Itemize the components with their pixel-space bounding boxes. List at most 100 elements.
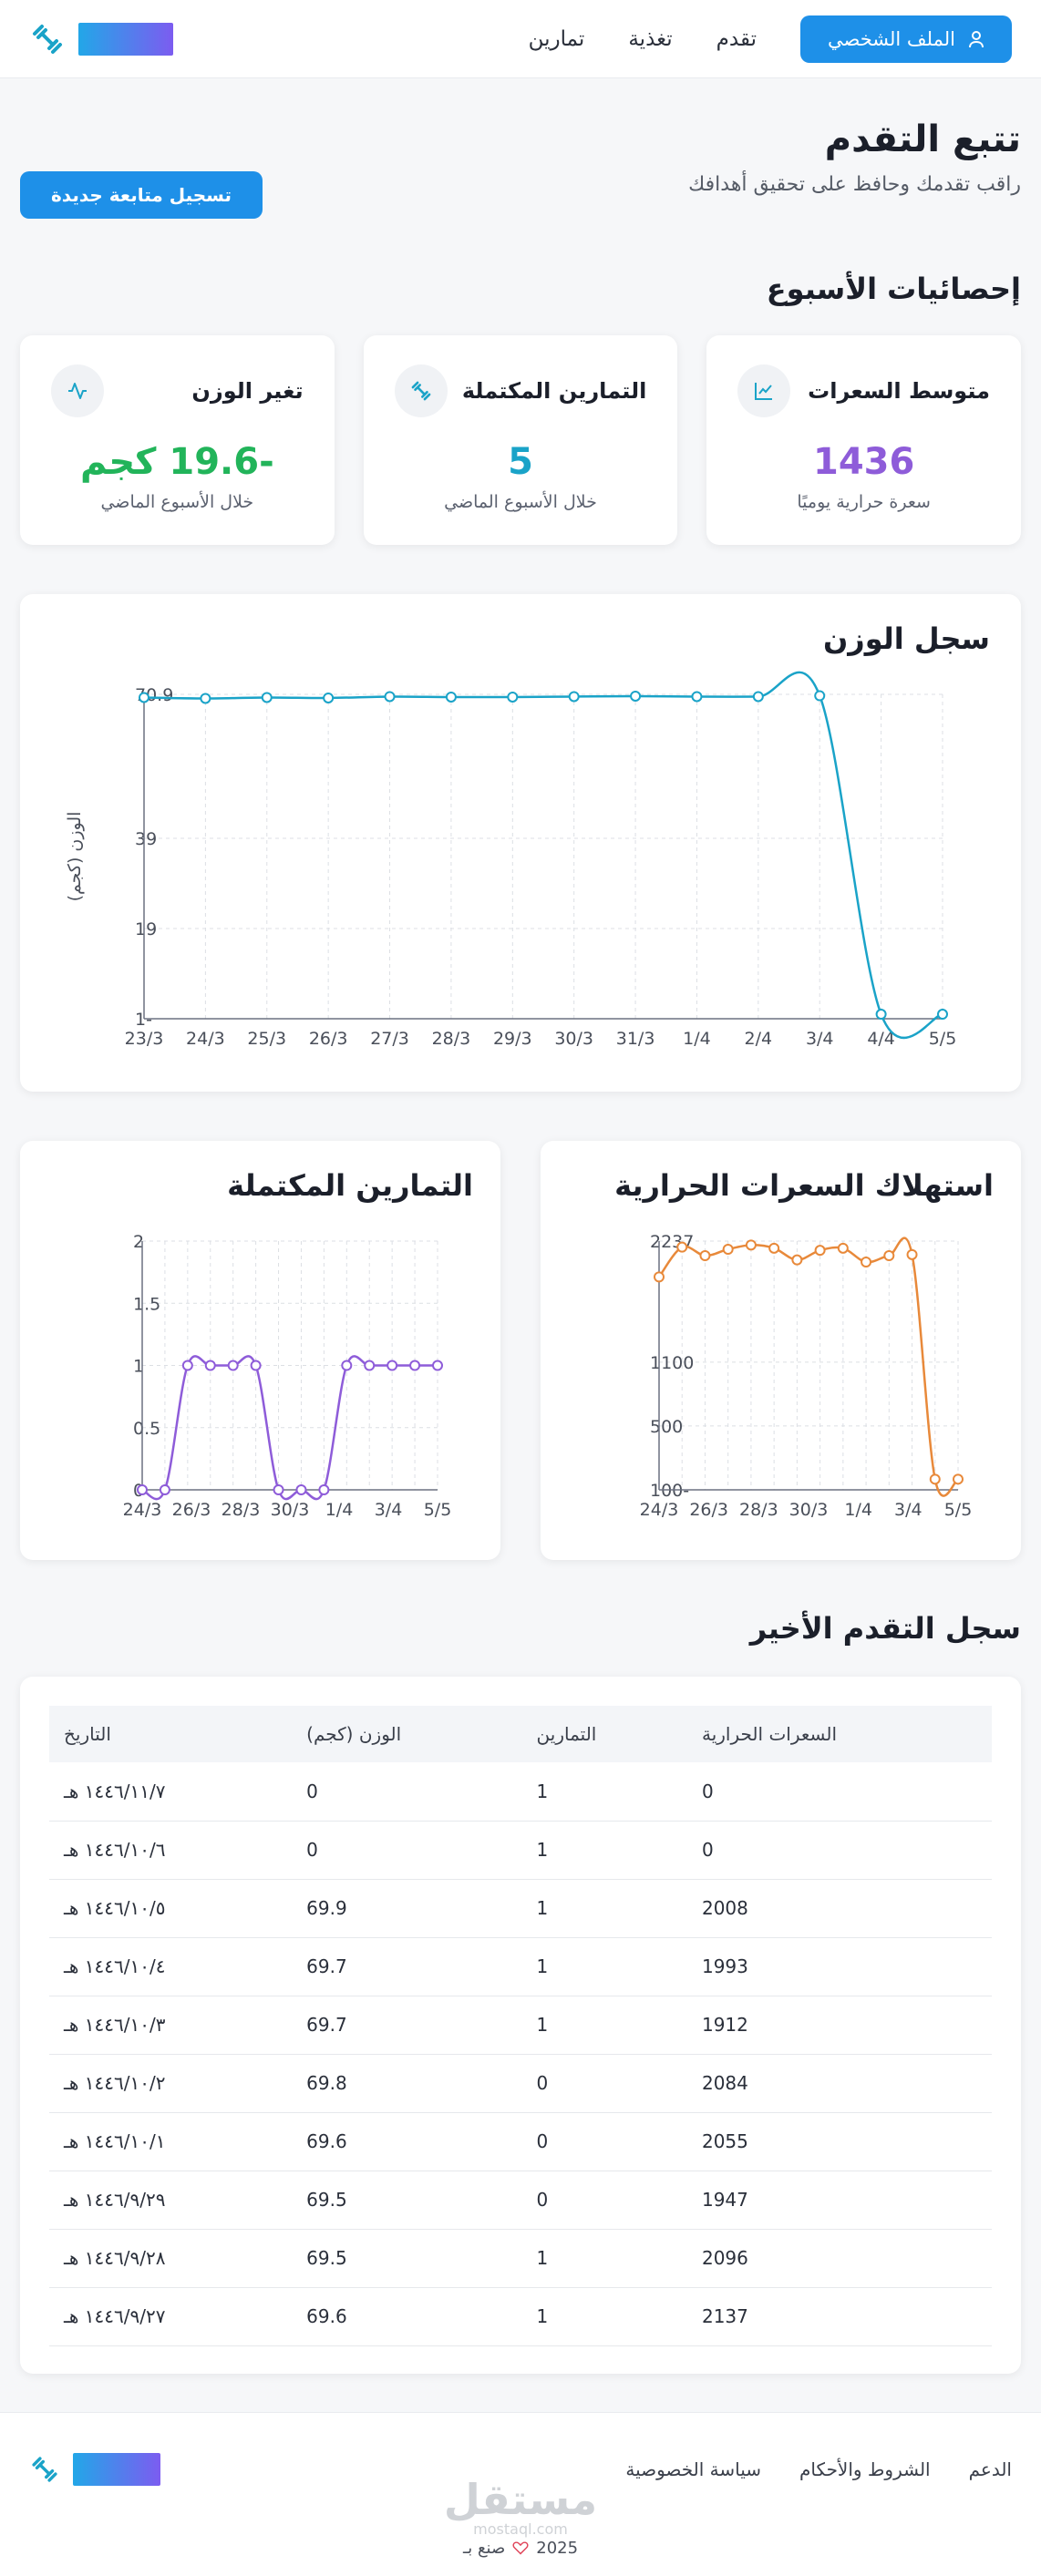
y-tick-label: 500 — [650, 1417, 683, 1437]
y-tick-label: 0.5 — [133, 1419, 160, 1439]
data-point — [722, 1243, 734, 1255]
history-card: السعرات الحرارية التمارين الوزن (كجم) ال… — [20, 1677, 1021, 2374]
x-tick-label: 25/3 — [247, 1029, 286, 1049]
cell-calories: 0 — [686, 1762, 992, 1822]
x-tick-label: 2/4 — [745, 1029, 773, 1049]
col-workouts: التمارين — [536, 1723, 597, 1745]
data-point — [323, 692, 335, 703]
weekly-stats-title: إحصائيات الأسبوع — [766, 272, 1021, 306]
cell-calories: 2137 — [686, 2287, 992, 2346]
stat-label: متوسط السعرات — [808, 378, 990, 404]
x-tick-label: 24/3 — [186, 1029, 225, 1049]
page-head: تتبع التقدم راقب تقدمك وحافظ على تحقيق أ… — [0, 78, 1041, 219]
x-tick-label: 28/3 — [739, 1500, 778, 1520]
data-point — [937, 1009, 948, 1021]
x-tick-label: 30/3 — [789, 1500, 829, 1520]
cell-date: ١٤٤٦/١٠/٤ هـ — [49, 1937, 293, 1996]
cell-calories: 0 — [686, 1821, 992, 1880]
cell-workouts: 0 — [521, 2112, 687, 2171]
profile-button-label: الملف الشخصي — [828, 27, 955, 50]
table-row: 2084 0 69.8 ١٤٤٦/١٠/٢ هـ — [49, 2054, 992, 2113]
data-point — [699, 1250, 711, 1262]
cell-calories: 1912 — [686, 1996, 992, 2055]
x-tick-label: 1/4 — [683, 1029, 711, 1049]
dumbbell-logo-icon — [33, 24, 62, 54]
data-point — [139, 692, 149, 703]
x-tick-label: 30/3 — [554, 1029, 593, 1049]
x-tick-label: 1/4 — [325, 1500, 354, 1520]
footer-logo[interactable] — [29, 2452, 160, 2486]
workouts-chart-title: التمارين المكتملة — [227, 1168, 473, 1203]
table-row: 1947 0 69.5 ١٤٤٦/٩/٢٩ هـ — [49, 2171, 992, 2230]
x-tick-label: 1/4 — [844, 1500, 872, 1520]
cell-workouts: 1 — [521, 1821, 687, 1880]
data-point — [861, 1257, 872, 1268]
x-tick-label: 3/4 — [894, 1500, 922, 1520]
x-tick-label: 3/4 — [806, 1029, 834, 1049]
dumbbell-logo-icon — [32, 2456, 57, 2482]
chart-line-icon — [737, 364, 791, 417]
stat-label: تغير الوزن — [191, 378, 304, 404]
nav-progress[interactable]: تقدم — [716, 26, 758, 51]
x-tick-label: 31/3 — [616, 1029, 655, 1049]
cell-date: ١٤٤٦/١٠/٢ هـ — [49, 2054, 293, 2113]
series-line — [143, 671, 943, 1040]
data-point — [318, 1484, 330, 1495]
new-entry-button[interactable]: تسجيل متابعة جديدة — [20, 171, 263, 219]
stat-note: سعرة حرارية يوميًا — [797, 492, 931, 512]
cell-workouts: 1 — [521, 1879, 687, 1938]
cell-date: ١٤٤٦/٩/٢٨ هـ — [49, 2229, 293, 2288]
cell-workouts: 1 — [521, 2287, 687, 2346]
y-tick-label: 1100 — [650, 1353, 694, 1373]
data-point — [204, 1360, 216, 1371]
stat-card-avg-calories: متوسط السعرات 1436 سعرة حرارية يوميًا — [706, 335, 1021, 545]
data-point — [837, 1242, 849, 1254]
data-point — [384, 691, 396, 703]
nav-nutrition[interactable]: تغذية — [628, 26, 673, 51]
cell-workouts: 1 — [521, 1762, 687, 1822]
stat-value: 5 — [508, 441, 533, 483]
stat-label: التمارين المكتملة — [461, 378, 647, 404]
data-point — [745, 1239, 757, 1251]
charts-row: استهلاك السعرات الحرارية 2237 1100 500 -100… — [20, 1141, 1021, 1560]
x-tick-label: 26/3 — [172, 1500, 211, 1520]
cell-weight: 69.7 — [292, 1996, 522, 2055]
table-row: 2055 0 69.6 ١٤٤٦/١٠/١ هـ — [49, 2112, 992, 2171]
x-tick-label: 4/4 — [867, 1029, 895, 1049]
cell-date: ١٤٤٦/١٠/١ هـ — [49, 2112, 293, 2171]
main-nav: تقدم تغذية تمارين — [529, 27, 757, 51]
data-point — [906, 1248, 918, 1260]
data-point — [159, 1484, 170, 1495]
made-by-year: 2025 — [536, 2538, 579, 2558]
cell-weight: 69.5 — [292, 2229, 522, 2288]
weight-chart-title: سجل الوزن — [822, 621, 990, 656]
cell-weight: 69.7 — [292, 1937, 522, 1996]
data-point — [432, 1360, 443, 1371]
cell-date: ١٤٤٦/٩/٢٩ هـ — [49, 2171, 293, 2230]
nav-workouts[interactable]: تمارين — [528, 26, 585, 51]
data-point — [409, 1360, 421, 1371]
data-point — [630, 690, 642, 702]
cell-workouts: 1 — [521, 2229, 687, 2288]
footer-link-privacy[interactable]: سياسة الخصوصية — [625, 2458, 762, 2480]
data-point — [883, 1250, 895, 1262]
made-by-label: صنع بـ — [462, 2538, 506, 2558]
data-point — [341, 1360, 353, 1371]
data-point — [181, 1360, 193, 1371]
table-header-row: السعرات الحرارية التمارين الوزن (كجم) ال… — [49, 1706, 992, 1762]
profile-button[interactable]: الملف الشخصي — [800, 15, 1012, 63]
footer-link-terms[interactable]: الشروط والأحكام — [799, 2458, 931, 2480]
dumbbell-icon — [394, 364, 448, 417]
data-point — [752, 691, 764, 703]
data-point — [387, 1360, 398, 1371]
cell-weight: 69.6 — [292, 2112, 522, 2171]
stat-card-completed-workouts: التمارين المكتملة 5 خلال الأسبوع الماضي — [363, 335, 678, 545]
cell-calories: 2055 — [686, 2112, 992, 2171]
x-tick-label: 5/5 — [944, 1500, 973, 1520]
data-point — [445, 691, 457, 703]
footer-link-support[interactable]: الدعم — [968, 2458, 1012, 2480]
data-point — [654, 1271, 665, 1283]
logo[interactable] — [29, 21, 173, 57]
y-tick-label: 2 — [133, 1232, 144, 1252]
